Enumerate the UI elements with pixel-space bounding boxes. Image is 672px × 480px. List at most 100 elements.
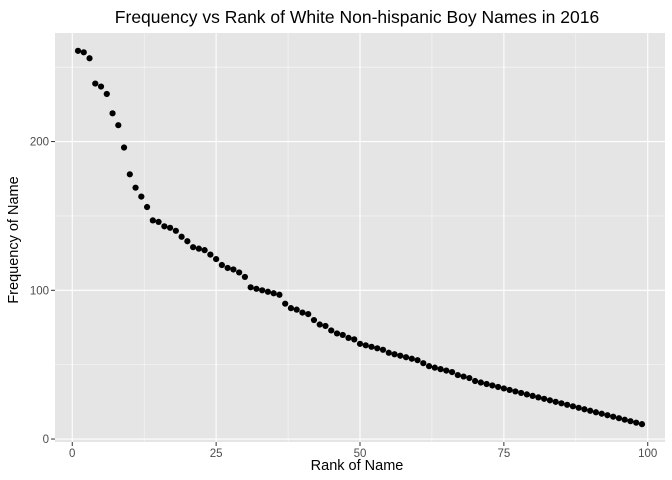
data-point	[638, 421, 646, 428]
data-point	[391, 351, 398, 358]
x-axis-title: Rank of Name	[311, 458, 404, 474]
data-point	[575, 404, 582, 411]
data-point	[299, 309, 306, 316]
data-point	[207, 251, 214, 258]
data-point	[535, 394, 542, 401]
data-point	[448, 368, 456, 376]
data-point	[149, 217, 156, 224]
x-tick-label: 25	[210, 448, 223, 460]
data-point	[328, 327, 335, 334]
data-point	[437, 366, 444, 373]
y-tick-label: 0	[43, 434, 49, 446]
data-point	[351, 336, 358, 343]
data-point	[356, 340, 364, 347]
data-point	[201, 247, 208, 254]
data-point	[454, 371, 461, 379]
data-point	[132, 184, 139, 191]
data-point	[109, 110, 116, 117]
data-point	[166, 224, 174, 231]
data-point	[558, 400, 565, 407]
x-tick-label: 100	[638, 448, 657, 460]
data-point	[316, 321, 323, 328]
data-point	[604, 412, 611, 419]
data-point	[397, 352, 404, 359]
data-point	[431, 364, 438, 371]
data-point	[92, 80, 99, 87]
data-point	[241, 273, 249, 281]
x-tick-label: 75	[497, 448, 510, 460]
data-point	[408, 355, 415, 362]
data-point	[305, 310, 312, 318]
y-tick-label: 100	[30, 285, 49, 297]
data-point	[115, 122, 122, 129]
y-axis: 0 100 200	[30, 137, 55, 446]
data-point	[471, 377, 479, 385]
data-point	[610, 413, 617, 420]
x-tick-label: 50	[354, 448, 367, 460]
data-point	[143, 203, 151, 211]
data-point	[80, 49, 87, 56]
data-point	[236, 269, 243, 276]
data-point	[627, 418, 634, 425]
data-point	[425, 363, 433, 370]
data-point	[247, 284, 254, 291]
data-point	[518, 389, 525, 397]
data-point	[184, 238, 191, 245]
data-point	[414, 357, 421, 364]
data-point	[564, 401, 571, 408]
data-point	[287, 305, 295, 312]
data-point	[161, 223, 168, 230]
data-point	[362, 342, 369, 349]
major-gridlines	[55, 33, 665, 442]
data-point	[259, 287, 266, 294]
data-point	[443, 367, 450, 374]
data-point	[126, 171, 133, 178]
data-point	[333, 330, 341, 337]
data-point	[495, 383, 502, 391]
data-point	[587, 407, 594, 414]
data-point	[621, 416, 628, 423]
data-point	[489, 382, 496, 389]
data-point	[385, 349, 392, 356]
data-point	[615, 415, 623, 422]
data-point	[379, 346, 387, 353]
data-point	[598, 410, 605, 417]
data-point	[506, 386, 513, 394]
data-point	[218, 261, 225, 269]
data-point	[282, 300, 289, 307]
data-point	[569, 403, 577, 410]
data-point	[402, 354, 410, 361]
data-point	[483, 380, 490, 388]
data-point	[310, 316, 318, 324]
data-point	[293, 306, 300, 313]
data-point	[97, 83, 105, 90]
data-point	[345, 334, 352, 341]
y-axis-title: Frequency of Name	[6, 176, 22, 303]
data-point	[264, 288, 272, 295]
data-point	[155, 218, 162, 225]
data-point	[420, 360, 427, 367]
data-point	[368, 343, 375, 350]
data-point	[529, 392, 536, 399]
data-point	[270, 290, 277, 297]
data-point	[276, 291, 283, 298]
data-point	[224, 264, 231, 272]
data-point	[541, 395, 548, 402]
data-point	[477, 379, 484, 386]
data-point	[120, 144, 128, 151]
data-point	[523, 391, 530, 398]
data-point	[213, 255, 220, 263]
data-point	[546, 397, 554, 404]
data-point	[339, 331, 346, 339]
data-point	[178, 233, 185, 240]
data-point	[581, 406, 588, 413]
data-point	[86, 55, 93, 62]
data-point	[230, 266, 237, 273]
data-point	[103, 90, 110, 98]
data-point	[592, 409, 600, 416]
data-point	[466, 374, 473, 382]
y-tick-label: 200	[30, 137, 49, 149]
data-point	[253, 285, 260, 292]
chart-title: Frequency vs Rank of White Non-hispanic …	[115, 7, 599, 27]
